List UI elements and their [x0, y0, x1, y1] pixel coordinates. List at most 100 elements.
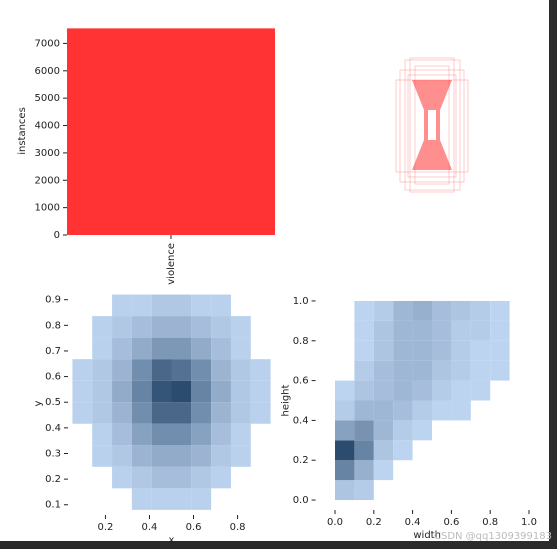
x-tick-label: 0.4 [405, 517, 421, 528]
heat-cell [251, 295, 271, 317]
x-tick-label: 0.0 [327, 517, 343, 528]
heat-cell [251, 445, 271, 467]
heat-cell [432, 300, 452, 321]
heat-cell [112, 488, 132, 510]
heat-cell [230, 445, 251, 467]
heat-cell [151, 359, 172, 381]
heat-cell [191, 466, 212, 489]
heat-cell [471, 401, 490, 421]
y-tick-label: 0.6 [45, 372, 61, 383]
heat-cell [131, 445, 152, 467]
heat-cell [354, 420, 374, 441]
heat-cell [490, 300, 510, 321]
y-axis-label: y [33, 400, 44, 406]
box-overlay [395, 57, 469, 193]
box-outline [409, 57, 455, 193]
heat-cell [451, 360, 471, 381]
heat-cell [393, 480, 412, 500]
heat-cell [151, 445, 172, 467]
heat-cell [451, 300, 471, 321]
heat-cell [230, 423, 251, 446]
heat-cell [112, 294, 132, 317]
heat-cell [171, 337, 192, 360]
heat-cell [72, 295, 92, 317]
heat-cell [211, 294, 231, 317]
heat-cell [251, 338, 271, 360]
heat-cell [92, 380, 113, 403]
heat-cell [432, 340, 452, 361]
heat-cell [373, 380, 394, 401]
heat-cell [470, 340, 491, 361]
y-tick-label: 5000 [35, 93, 60, 104]
y-tick-label: 7000 [35, 38, 60, 49]
box-density [412, 80, 452, 170]
box-outline [407, 74, 457, 178]
heat-cell [510, 321, 529, 341]
heat-cell [393, 300, 413, 321]
heat-cell [393, 400, 413, 421]
watermark: CSDN @qq1309399183 [434, 531, 552, 542]
heat-cell [471, 460, 490, 480]
heat-cell [191, 316, 212, 338]
heat-cell [373, 300, 394, 321]
heat-cell [211, 445, 231, 467]
heat-cell [354, 380, 374, 401]
heat-cell [393, 380, 413, 401]
x-tick-label: violence [166, 243, 177, 285]
heat-cell [510, 420, 529, 440]
heat-cell [335, 361, 354, 381]
heat-cell [151, 380, 172, 403]
heat-cell [112, 337, 132, 360]
heat-cell [112, 423, 132, 446]
heat-cell [432, 360, 452, 381]
y-tick-label: 0.7 [45, 346, 61, 357]
heat-cell [112, 316, 132, 338]
heat-cell [131, 359, 152, 381]
heat-cell [432, 460, 451, 480]
heat-cell [131, 488, 152, 510]
y-tick-label: 0.9 [45, 295, 61, 306]
heat-cell [335, 400, 355, 421]
heat-cell [191, 359, 212, 381]
heat-cell [230, 380, 251, 403]
heat-cell [451, 420, 470, 440]
heat-cell [92, 467, 112, 489]
heat-cell [251, 467, 271, 489]
heat-cell [171, 466, 192, 489]
heat-cell [191, 445, 212, 467]
heat-cell [510, 361, 529, 381]
heat-cell [490, 420, 509, 440]
heat-cell [72, 338, 92, 360]
heat-cell [373, 460, 394, 481]
heat-cell [412, 380, 432, 401]
heat-cell [490, 480, 509, 500]
heat-cell [354, 400, 374, 421]
y-tick-label: 1.0 [293, 296, 309, 307]
heat-cell [92, 402, 113, 424]
heat-cell [151, 316, 172, 338]
heat-cell [231, 467, 251, 489]
heat-cell [412, 300, 432, 321]
heat-cell [191, 423, 212, 446]
heat-cell [171, 316, 192, 338]
heat-cell [211, 466, 231, 489]
heat-cell [413, 460, 432, 480]
heat-cell [373, 340, 394, 361]
heat-cell [335, 480, 355, 501]
y-axis-label: height [281, 384, 292, 416]
heat-cell [490, 440, 509, 460]
heat-cell [451, 460, 470, 480]
heat-cell [72, 316, 92, 338]
heat-cell [393, 460, 412, 480]
heat-cell [72, 359, 93, 381]
heat-cell [191, 488, 212, 510]
heat-cell [171, 488, 192, 510]
x-tick-label: 0.6 [443, 517, 459, 528]
heat-cell [412, 320, 432, 341]
heat-cell [131, 402, 152, 424]
heat-cell [151, 294, 172, 317]
heat-cell [131, 337, 152, 360]
heat-cell [354, 340, 374, 361]
heat-cell [251, 424, 271, 446]
